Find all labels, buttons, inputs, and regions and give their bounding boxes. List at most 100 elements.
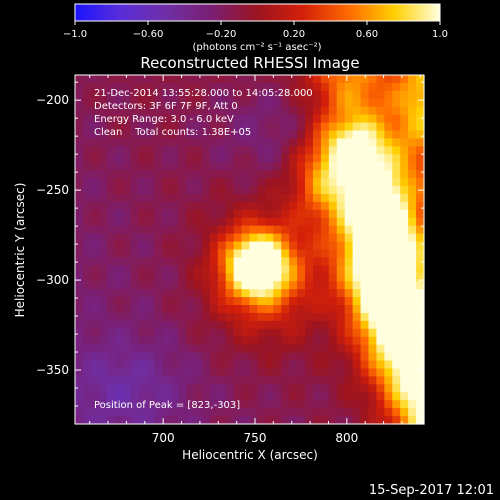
heatmap-cell [392,336,401,346]
heatmap-cell [154,352,163,362]
heatmap-cell [368,201,378,211]
heatmap-cell [233,320,243,330]
heatmap-cell [90,249,100,259]
heatmap-cell [289,376,298,385]
heatmap-cell [82,241,92,251]
heatmap-cell [328,320,338,330]
heatmap-cell [376,336,385,346]
heatmap-cell [146,193,155,203]
heatmap-cell [82,344,92,354]
heatmap-cell [162,312,171,322]
heatmap-cell [106,146,116,155]
heatmap-cell [273,233,282,243]
heatmap-cell [154,241,163,251]
heatmap-cell [170,249,179,259]
heatmap-cell [249,352,259,362]
heatmap-cell [201,249,211,259]
heatmap-cell [297,201,306,211]
heatmap-cell [201,344,211,354]
heatmap-cell [138,114,147,124]
heatmap-cell [82,328,92,338]
heatmap-cell [289,273,298,282]
heatmap-cell [170,98,179,108]
heatmap-cell [297,98,306,108]
heatmap-cell [289,305,298,314]
heatmap-cell [368,416,378,425]
heatmap-cell [265,130,274,140]
heatmap-cell [162,178,171,187]
heatmap-cell [257,289,266,298]
heatmap-cell [328,209,338,219]
heatmap-cell [289,90,298,100]
heatmap-cell [209,162,219,171]
heatmap-cell [305,201,314,211]
heatmap-cell [170,170,179,179]
heatmap-cell [384,209,393,219]
heatmap-cell [384,114,393,124]
heatmap-cell [305,297,314,306]
heatmap-cell [320,201,330,211]
heatmap-cell [201,122,211,132]
heatmap-cell [122,368,132,378]
heatmap-cell [209,146,219,155]
heatmap-cell [352,209,362,219]
plot-area: 700 750 800−200−250−300−350 [36,74,425,445]
heatmap-cell [352,320,362,330]
heatmap-cell [201,154,211,163]
heatmap-cell [90,360,100,370]
heatmap-cell [209,289,219,298]
heatmap-cell [82,98,92,108]
heatmap-cell [106,138,116,147]
heatmap-cell [368,312,378,322]
heatmap-cell [241,114,251,124]
heatmap-cell [320,249,330,259]
heatmap-cell [344,392,354,401]
heatmap-cell [257,344,266,354]
heatmap-cell [360,408,370,417]
heatmap-cell [138,281,147,290]
heatmap-cell [368,297,378,306]
heatmap-cell [186,249,195,259]
heatmap-cell [75,138,84,147]
heatmap-cell [114,336,124,346]
heatmap-cell [225,416,235,425]
heatmap-cell [281,114,290,124]
heatmap-cell [249,289,259,298]
heatmap-cell [289,170,298,179]
heatmap-cell [281,400,290,409]
heatmap-cell [90,170,100,179]
heatmap-cell [193,400,203,409]
heatmap-cell [201,209,211,219]
heatmap-cell [297,376,306,385]
heatmap-cell [368,209,378,219]
heatmap-cell [312,201,322,211]
heatmap-cell [408,392,417,401]
heatmap-cell [400,186,409,195]
heatmap-cell [257,305,266,314]
heatmap-cell [344,106,354,116]
heatmap-cell [209,201,219,211]
heatmap-cell [130,336,140,346]
heatmap-cell [312,186,322,195]
heatmap-cell [328,249,338,259]
heatmap-cell [376,249,385,259]
heatmap-cell [384,416,393,425]
heatmap-cell [193,122,203,132]
heatmap-cell [82,201,92,211]
heatmap-cell [320,114,330,124]
heatmap-cell [400,249,409,259]
heatmap-cell [336,114,346,124]
heatmap-cell [146,312,155,322]
heatmap-cell [75,392,84,401]
heatmap-cell [368,328,378,338]
heatmap-cell [82,178,92,187]
heatmap-cell [217,162,227,171]
heatmap-cell [336,289,346,298]
heatmap-cell [146,209,155,219]
heatmap-cell [82,233,92,243]
heatmap-cell [336,273,346,282]
heatmap-cell [138,328,147,338]
heatmap-cell [416,384,425,393]
heatmap-cell [201,336,211,346]
heatmap-cell [344,98,354,108]
